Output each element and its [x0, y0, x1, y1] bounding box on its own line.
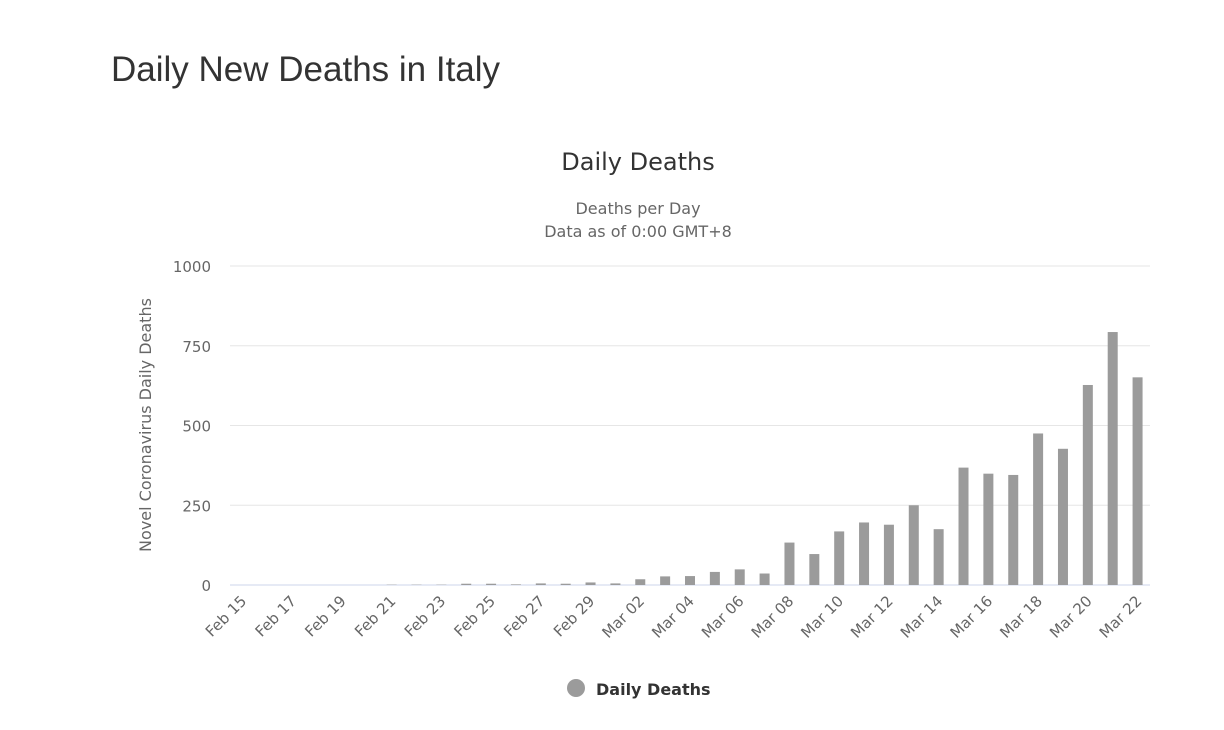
- bar[interactable]: [908, 505, 919, 585]
- bar[interactable]: [1033, 433, 1044, 585]
- bars: [386, 332, 1143, 585]
- bar[interactable]: [510, 584, 521, 585]
- legend-label: Daily Deaths: [596, 680, 711, 699]
- chart-title: Daily Deaths: [561, 148, 714, 176]
- bar[interactable]: [560, 583, 571, 585]
- bar[interactable]: [883, 524, 894, 585]
- x-tick-label: Mar 10: [797, 592, 847, 642]
- x-tick-label: Mar 08: [748, 592, 798, 642]
- gridlines: [230, 265, 1150, 586]
- bar[interactable]: [1008, 474, 1019, 585]
- bar[interactable]: [660, 576, 671, 585]
- bar[interactable]: [809, 554, 820, 585]
- x-tick-label: Mar 14: [897, 592, 947, 642]
- y-axis-ticks: 0 250 500 750 1000: [173, 258, 211, 595]
- x-tick-label: Mar 04: [648, 592, 698, 642]
- bar[interactable]: [610, 583, 621, 585]
- bar[interactable]: [535, 583, 546, 585]
- bar[interactable]: [1132, 377, 1143, 585]
- legend-marker: [567, 679, 585, 697]
- bar[interactable]: [1107, 332, 1118, 585]
- bar[interactable]: [759, 573, 770, 585]
- x-tick-label: Feb 27: [500, 592, 548, 640]
- y-tick-label: 500: [182, 418, 211, 436]
- bar[interactable]: [585, 582, 596, 585]
- bar[interactable]: [461, 583, 472, 585]
- y-tick-label: 1000: [173, 258, 211, 276]
- x-axis-ticks: Feb 15 Feb 17 Feb 19 Feb 21 Feb 23 Feb 25 Feb …: [202, 592, 1146, 642]
- bar[interactable]: [834, 531, 845, 585]
- x-tick-label: Feb 21: [351, 592, 399, 640]
- x-tick-label: Mar 02: [598, 592, 648, 642]
- x-tick-label: Mar 20: [1046, 592, 1096, 642]
- bar[interactable]: [709, 571, 720, 585]
- bar[interactable]: [734, 569, 745, 585]
- bar[interactable]: [933, 529, 944, 585]
- bar[interactable]: [859, 522, 870, 585]
- x-tick-label: Mar 18: [996, 592, 1046, 642]
- x-tick-label: Feb 23: [401, 592, 449, 640]
- y-tick-label: 250: [182, 497, 211, 515]
- x-tick-label: Feb 17: [252, 592, 300, 640]
- x-tick-label: Mar 16: [947, 592, 997, 642]
- x-tick-label: Feb 25: [451, 592, 499, 640]
- y-axis-label: Novel Coronavirus Daily Deaths: [136, 298, 155, 552]
- chart-subtitle-line-1: Deaths per Day: [575, 199, 700, 218]
- bar[interactable]: [784, 542, 795, 585]
- chart-subtitle-line-2: Data as of 0:00 GMT+8: [544, 222, 732, 241]
- y-tick-label: 750: [182, 338, 211, 356]
- bar[interactable]: [983, 473, 994, 585]
- x-tick-label: Mar 06: [698, 592, 748, 642]
- x-tick-label: Feb 19: [301, 592, 349, 640]
- bar[interactable]: [1082, 384, 1093, 585]
- y-tick-label: 0: [201, 577, 211, 595]
- x-tick-label: Mar 12: [847, 592, 897, 642]
- legend[interactable]: Daily Deaths: [567, 679, 711, 699]
- bar[interactable]: [1057, 448, 1068, 585]
- bar[interactable]: [486, 583, 497, 585]
- x-tick-label: Feb 29: [550, 592, 598, 640]
- page-title: Daily New Deaths in Italy: [111, 50, 501, 89]
- x-tick-label: Feb 15: [202, 592, 250, 640]
- x-tick-label: Mar 22: [1096, 592, 1146, 642]
- bar[interactable]: [685, 576, 695, 585]
- bar[interactable]: [635, 579, 646, 585]
- bar[interactable]: [958, 467, 969, 585]
